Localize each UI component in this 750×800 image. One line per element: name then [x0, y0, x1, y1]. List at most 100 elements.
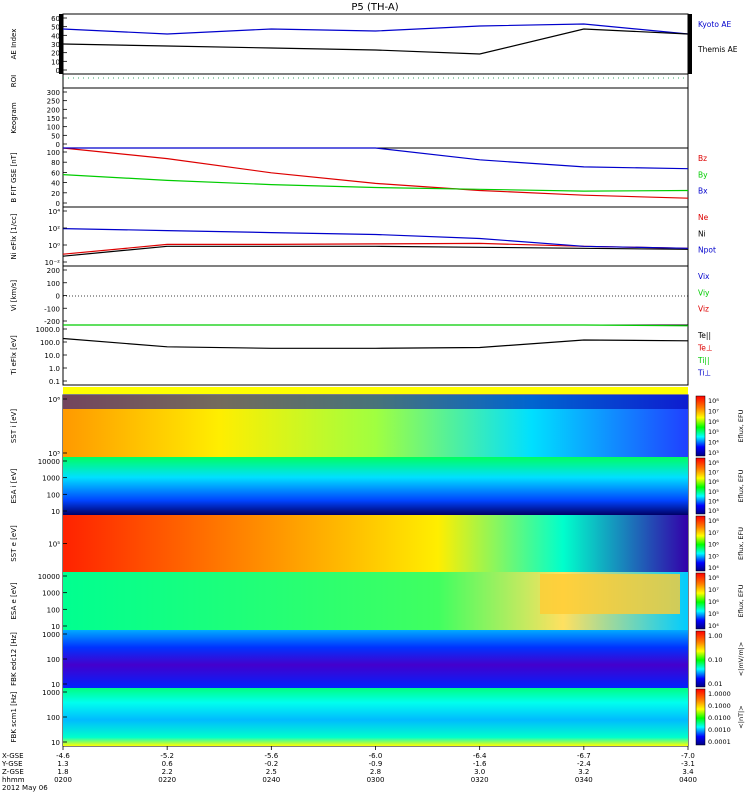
ytick-velocity-1: 100	[47, 280, 60, 288]
panel-frame-density	[62, 206, 689, 267]
ytick-keogram-3: 150	[47, 115, 60, 123]
data-quality-bar	[63, 387, 688, 394]
colorbar-esa-ion	[695, 457, 706, 515]
ytick-esa-elec-0: 10000	[38, 573, 60, 581]
ytick-esa-ion-0: 10000	[38, 458, 60, 466]
colorbar-label-esa-ion: Eflux, EFU	[737, 469, 745, 502]
ytick-bfield-3: 40	[51, 180, 60, 188]
ytick-ae-1: 50	[51, 24, 60, 32]
ylabel-esa-ion: ESA i [eV]	[10, 468, 18, 503]
ytick-bfield-5: 0	[56, 200, 60, 208]
ylabel-velocity: Vi [km/s]	[10, 280, 18, 311]
ytick-esa-ion-3: 10	[51, 508, 60, 516]
ylabel-roi: ROI	[10, 75, 18, 87]
ytick-temperature-0: 1000.0	[36, 326, 61, 334]
ytick-esa-ion-2: 100	[47, 491, 60, 499]
series-temperature-0	[62, 337, 689, 349]
ylabel-fbk-e: FBK edc12 [Hz]	[10, 632, 18, 686]
ytick-keogram-4: 100	[47, 124, 60, 132]
legend-temperature-2: Ti||	[697, 356, 710, 365]
ytick-temperature-2: 10.0	[44, 352, 60, 360]
ytick-keogram-2: 200	[47, 106, 60, 114]
colorbar-tick-sst-ion-3: 10⁵	[708, 428, 719, 436]
legend-density-1: Ni	[698, 229, 706, 238]
ytick-bfield-0: 100	[47, 149, 60, 157]
ytick-ae-6: 0	[56, 67, 60, 75]
ephem-x-0: -4.6	[56, 752, 70, 760]
colorbar-tick-fbk-b-4: 0.0001	[708, 738, 731, 746]
ytick-density-2: 10⁰	[48, 242, 60, 250]
series-bfield-1	[62, 174, 689, 192]
ae-left-bar	[59, 14, 63, 74]
ytick-velocity-0: 200	[47, 267, 60, 275]
colorbar-tick-esa-elec-4: 10⁴	[708, 622, 719, 630]
colorbar-tick-esa-ion-4: 10⁴	[708, 497, 719, 505]
ytick-sst-elec-0: 10⁵	[48, 541, 60, 549]
ytick-fbk-e-0: 1000	[42, 631, 60, 639]
series-temperature-2	[63, 324, 689, 327]
ephem-y-0: 1.3	[57, 760, 68, 768]
colorbar-esa-elec	[695, 572, 706, 630]
colorbar-tick-esa-elec-0: 10⁸	[708, 574, 719, 582]
legend-velocity-1: Viy	[698, 288, 710, 297]
ephem-x-1: -5.2	[160, 752, 174, 760]
ytick-density-0: 10⁴	[48, 208, 60, 216]
chart-title: P5 (TH-A)	[351, 2, 398, 13]
ytick-velocity-2: 0	[56, 293, 60, 301]
colorbar-tick-fbk-e-2: 0.01	[708, 680, 722, 688]
series-bfield-2	[63, 147, 689, 170]
ytick-bfield-4: 20	[51, 190, 60, 198]
colorbar-label-sst-elec: Eflux, EFU	[737, 527, 745, 560]
series-density-2	[62, 228, 689, 249]
legend-temperature-3: Ti⊥	[697, 369, 711, 378]
ytick-esa-elec-2: 100	[47, 606, 60, 614]
colorbar-label-sst-ion: Eflux, EFU	[737, 409, 745, 442]
ytick-fbk-b-1: 100	[47, 714, 60, 722]
ephem-z-5: 3.2	[578, 768, 589, 776]
panel-frame-velocity	[62, 265, 689, 326]
legend-bfield-0: Bz	[698, 154, 707, 163]
colorbar-tick-esa-ion-5: 10³	[708, 507, 719, 515]
ytick-sst-ion-0: 10⁶	[48, 396, 60, 404]
ephem-label-2: Z-GSE	[2, 768, 24, 776]
ylabel-density: Ni eFlx [1/cc]	[10, 213, 18, 259]
ytick-keogram-1: 250	[47, 98, 60, 106]
ylabel-ae: AE Index	[10, 29, 18, 60]
series-bfield-0	[62, 147, 689, 199]
colorbar-sst-elec	[695, 515, 706, 572]
ephem-label-0: X-GSE	[2, 752, 24, 760]
ytick-keogram-0: 300	[47, 89, 60, 97]
ytick-ae-4: 20	[51, 50, 60, 58]
colorbar-fbk-e	[695, 630, 706, 688]
ephem-x-2: -5.6	[264, 752, 278, 760]
ytick-bfield-2: 60	[51, 169, 60, 177]
ytick-fbk-b-2: 10	[51, 739, 60, 747]
ylabel-esa-elec: ESA e [eV]	[10, 582, 18, 619]
colorbar-tick-esa-ion-1: 10⁷	[708, 469, 719, 477]
legend-temperature-1: Te⊥	[697, 344, 712, 353]
ylabel-keogram: Keogram	[10, 102, 18, 133]
ytick-temperature-4: 0.1	[49, 378, 60, 386]
ytick-density-3: 10⁻²	[45, 259, 61, 267]
ylabel-bfield: B FIT GSE [nT]	[10, 152, 18, 203]
ephem-y-2: -0.2	[264, 760, 278, 768]
ytick-esa-elec-3: 10	[51, 623, 60, 631]
ytick-ae-3: 30	[51, 41, 60, 49]
colorbar-tick-sst-elec-1: 10⁷	[708, 529, 719, 537]
ephem-y-6: -3.1	[681, 760, 695, 768]
colorbar-tick-fbk-e-0: 1.00	[708, 632, 722, 640]
ephem-z-0: 1.8	[57, 768, 68, 776]
panel-frame-bfield	[62, 147, 689, 208]
colorbar-tick-sst-ion-2: 10⁶	[708, 418, 719, 426]
colorbar-tick-fbk-b-3: 0.0010	[708, 726, 731, 734]
ytick-sst-ion-1: 10⁵	[48, 450, 60, 458]
esa-elec-hot-region	[540, 574, 680, 614]
ylabel-sst-ion: SST i [eV]	[10, 409, 18, 443]
panel-frame-keogram	[62, 87, 689, 149]
fbk-b-spectrogram	[63, 688, 688, 746]
time-tick-4: 0320	[471, 776, 489, 784]
colorbar-tick-sst-elec-3: 10⁵	[708, 552, 719, 560]
colorbar-tick-sst-ion-0: 10⁸	[708, 397, 719, 405]
sst-elec-spectrogram	[63, 515, 688, 572]
